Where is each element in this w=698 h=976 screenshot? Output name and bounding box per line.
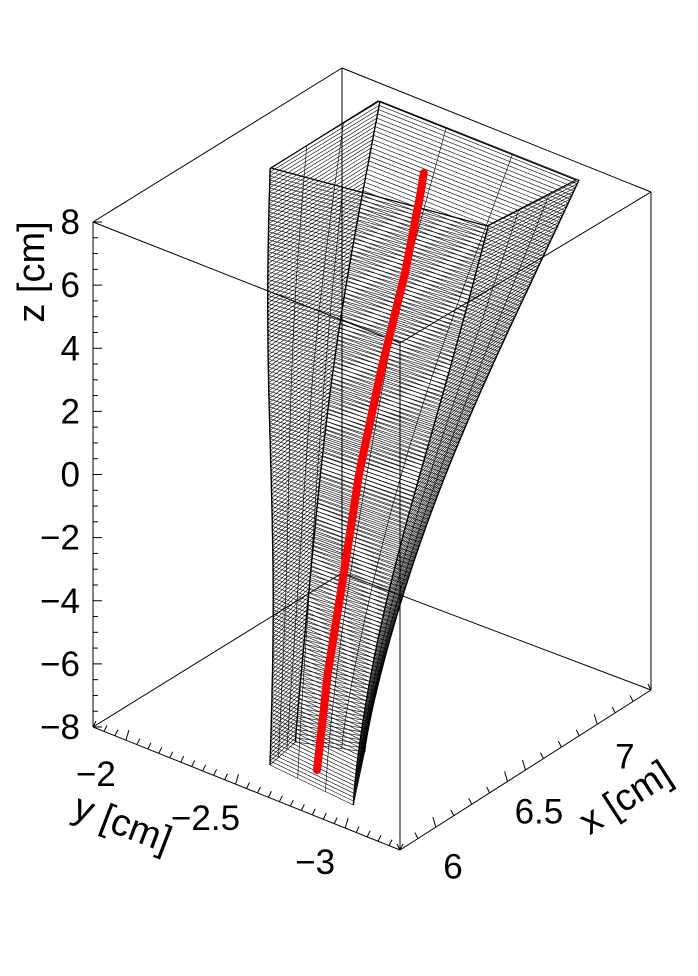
mesh-edge (341, 153, 513, 749)
y-axis: −2 −2.5 −3 (76, 720, 404, 882)
mesh-ring (269, 104, 578, 231)
y-tick-mark (278, 795, 283, 802)
z-tick-label: 6 (61, 266, 80, 305)
x-tick-label: 7 (615, 738, 634, 777)
mesh-edge (360, 195, 549, 770)
mesh-edge (294, 100, 381, 743)
y-tick-mark (289, 799, 294, 807)
y-tick-mark (213, 769, 218, 776)
x-tick-mark (522, 759, 526, 771)
x-tick-mark (593, 714, 598, 725)
x-tick-mark (504, 771, 509, 782)
y-tick-mark (103, 725, 108, 732)
x-tick-mark (468, 798, 473, 805)
x-axis: 66.57 (396, 683, 652, 886)
y-tick-mark (388, 839, 393, 846)
y-tick-mark (355, 826, 360, 833)
mesh-edge (356, 210, 519, 788)
box-edge (92, 572, 343, 728)
y-tick-mark (366, 830, 371, 838)
z-tick-label: −4 (40, 582, 80, 621)
x-tick-mark (647, 683, 652, 691)
x-tick-label: 6.5 (515, 792, 564, 831)
box-edge (341, 67, 652, 193)
mesh-edge (267, 167, 274, 766)
mesh-edge (297, 187, 344, 779)
y-tick-mark (125, 730, 130, 741)
z-tick-label: 0 (61, 456, 80, 495)
x-tick-mark (557, 740, 562, 748)
y-tick-mark (147, 742, 152, 750)
y-tick-mark (300, 804, 305, 811)
x-tick-mark (629, 695, 634, 702)
y-tick-mark (377, 834, 382, 842)
z-tick-label: −2 (40, 519, 80, 558)
y-tick-mark (257, 786, 261, 794)
y-tick-mark (235, 773, 240, 785)
y-tick-mark (322, 813, 327, 820)
x-tick-mark (539, 752, 544, 759)
track-line-group (313, 169, 428, 774)
y-tick-mark (246, 782, 250, 789)
y-tick-mark (399, 843, 404, 851)
x-tick-mark (486, 786, 491, 794)
box-edge (92, 67, 343, 223)
y-tick-mark (158, 747, 163, 754)
y-tick-label: −2.5 (171, 799, 240, 838)
z-tick-label: 2 (61, 392, 80, 431)
x-tick-mark (396, 843, 401, 851)
x-tick-mark (432, 816, 437, 828)
y-tick-mark (180, 755, 185, 763)
z-tick-label: 8 (61, 203, 80, 242)
y-axis-title: y [cm] (67, 786, 177, 862)
x-tick-mark (414, 832, 419, 839)
y-tick-mark (114, 729, 119, 737)
y-tick-mark (92, 720, 97, 728)
y-tick-mark (191, 760, 196, 767)
x-tick-mark (611, 706, 616, 714)
track-line (313, 169, 428, 774)
surface-mesh (267, 100, 580, 806)
y-tick-mark (169, 751, 174, 758)
z-tick-label: −8 (40, 708, 80, 747)
y-tick-label: −3 (295, 843, 335, 882)
z-axis: 8 6 4 2 0 −2 −4 −6 −8 (40, 203, 102, 747)
y-tick-mark (202, 764, 207, 772)
y-tick-label: −2 (76, 755, 116, 794)
y-tick-mark (333, 817, 338, 824)
mesh-edge (352, 225, 489, 806)
mesh-edge (278, 145, 308, 758)
x-tick-mark (575, 729, 580, 736)
z-tick-label: −6 (40, 645, 80, 684)
x-tick-mark (450, 809, 455, 816)
y-tick-mark (311, 808, 316, 816)
y-tick-mark (267, 791, 272, 798)
mesh-edge (364, 179, 580, 753)
z-tick-label: 4 (61, 329, 80, 368)
y-tick-mark (344, 817, 349, 829)
mesh-edge (286, 123, 344, 750)
y-tick-mark (136, 738, 141, 745)
z-axis-title: z [cm] (11, 221, 53, 322)
x-tick-label: 6 (443, 847, 462, 886)
mesh-top-cap (270, 100, 578, 227)
y-tick-mark (224, 773, 229, 780)
